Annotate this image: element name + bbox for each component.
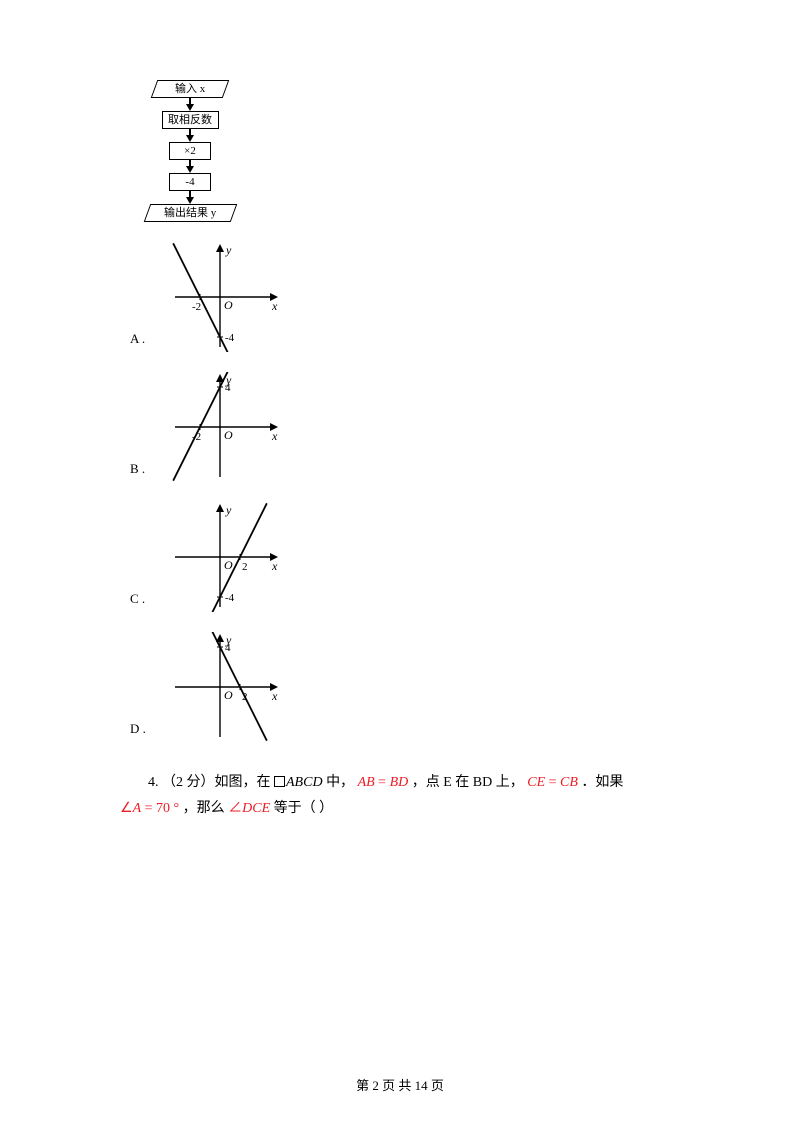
svg-text:4: 4 [225, 642, 231, 654]
svg-text:4: 4 [225, 382, 231, 394]
q4-ang1-var: A [133, 801, 142, 816]
flow-step-minus4-label: -4 [185, 176, 194, 188]
flow-arrow [186, 166, 194, 173]
option-b-row: B . Oxy-24 [130, 372, 680, 482]
flow-output-label: 输出结果 y [164, 205, 216, 221]
svg-text:-4: -4 [225, 592, 235, 604]
option-b-label: B . [130, 461, 170, 482]
flow-arrow [186, 135, 194, 142]
q4-mid2: ，点 E 在 BD 上， [412, 775, 528, 790]
q4-mid1: 中， [326, 775, 358, 790]
flow-input: 输入 x [151, 80, 230, 98]
flow-step-minus4: -4 [169, 173, 211, 191]
svg-text:x: x [271, 689, 278, 703]
q4-shape: ABCD [286, 775, 323, 790]
flowchart-diagram: 输入 x 取相反数 ×2 -4 输出结果 y [135, 80, 245, 222]
page-number: 第 2 页 共 14 页 [356, 1078, 444, 1093]
q4-eq1l: AB [358, 775, 375, 790]
flow-arrow [186, 197, 194, 204]
option-d-graph: Oxy24 [170, 632, 280, 742]
svg-text:2: 2 [242, 561, 248, 573]
q4-tail: 等于（ ） [274, 801, 334, 816]
flow-step-times2-label: ×2 [184, 145, 196, 157]
q4-prefix: 4. （2 分）如图，在 [148, 775, 274, 790]
q4-mid3: ．如果 [581, 775, 623, 790]
svg-text:O: O [224, 558, 233, 572]
q4-eq2-op: = [545, 775, 560, 790]
q4-ang1-pre: ∠ [120, 801, 133, 816]
svg-text:x: x [271, 559, 278, 573]
option-a-graph: Ox y -2 -4 [170, 242, 280, 352]
svg-text:-2: -2 [192, 301, 201, 313]
svg-text:O: O [224, 688, 233, 702]
option-b-graph: Oxy-24 [170, 372, 280, 482]
svg-text:-4: -4 [225, 332, 235, 344]
svg-text:y: y [225, 503, 232, 517]
option-a-label: A . [130, 331, 170, 352]
svg-text:O: O [224, 428, 233, 442]
flow-step-negate-label: 取相反数 [168, 114, 212, 126]
flow-output: 输出结果 y [143, 204, 237, 222]
q4-mid4: ，那么 [183, 801, 229, 816]
q4-eq2r: CB [560, 775, 578, 790]
option-c-graph: Ox y 2 -4 [170, 502, 280, 612]
q4-ang2-pre: ∠ [228, 801, 242, 816]
q4-eq1-op: = [375, 775, 390, 790]
option-d-label: D . [130, 721, 170, 742]
svg-text:O: O [224, 298, 233, 312]
content-area: 输入 x 取相反数 ×2 -4 输出结果 y A . Ox y -2 -4 B . O… [120, 80, 680, 822]
q4-eq2l: CE [527, 775, 545, 790]
q4-ang2-var: DCE [242, 801, 270, 816]
svg-text:x: x [271, 429, 278, 443]
question-4-text: 4. （2 分）如图，在 ABCD 中， AB = BD ，点 E 在 BD 上… [120, 770, 680, 822]
svg-text:x: x [271, 299, 278, 313]
option-a-row: A . Ox y -2 -4 [130, 242, 680, 352]
flow-step-negate: 取相反数 [162, 111, 219, 129]
option-c-row: C . Ox y 2 -4 [130, 502, 680, 612]
page-footer: 第 2 页 共 14 页 [0, 1075, 800, 1094]
q4-eq1r: BD [390, 775, 409, 790]
option-c-label: C . [130, 591, 170, 612]
page-root: 输入 x 取相反数 ×2 -4 输出结果 y A . Ox y -2 -4 B . O… [0, 0, 800, 1132]
flow-input-label: 输入 x [175, 81, 205, 97]
flow-arrow [186, 104, 194, 111]
flow-step-times2: ×2 [169, 142, 211, 160]
parallelogram-icon [274, 776, 285, 787]
option-d-row: D . Oxy24 [130, 632, 680, 742]
q4-ang1-eq: = 70 ° [141, 801, 179, 816]
svg-text:y: y [225, 243, 232, 257]
